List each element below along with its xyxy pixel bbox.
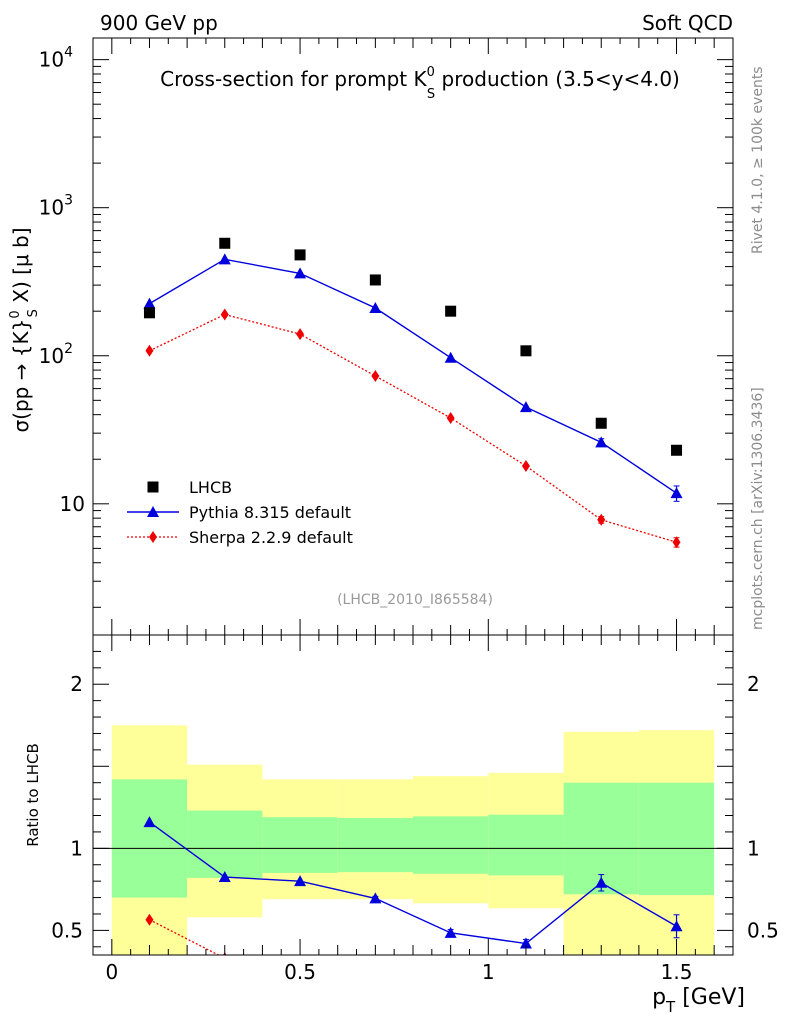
ratio-y-tick-label-right: 2 [747, 672, 760, 696]
y-tick-label-base: 10 [39, 196, 64, 220]
pythia-point [369, 302, 382, 314]
legend: LHCB Pythia 8.315 default Sherpa 2.2.9 def… [127, 478, 353, 547]
legend-marker-pythia [147, 506, 159, 517]
pythia-ratio-point [369, 892, 382, 904]
pythia-point [218, 253, 231, 265]
pythia-point [444, 351, 457, 363]
lhcb-data-point [595, 417, 607, 429]
x-axis-label-main: p [652, 985, 666, 1010]
legend-label: Pythia 8.315 default [189, 503, 351, 522]
y-axis-label-sub: S [26, 309, 41, 317]
legend-label: LHCB [189, 478, 232, 497]
ratio-y-tick-label-right: 0.5 [747, 918, 779, 942]
header-right-label: Soft QCD [642, 11, 733, 35]
sherpa-point [597, 513, 606, 526]
pythia-ratio-point [294, 875, 307, 887]
y-axis-label-pre: σ(pp → {K} [9, 319, 33, 433]
ratio-band-green [488, 814, 564, 876]
ratio-band-green [262, 817, 338, 873]
y-axis-label-post: X) [μ b] [9, 227, 33, 309]
legend-label: Sherpa 2.2.9 default [189, 528, 353, 547]
y-tick-label: 10 [60, 492, 85, 516]
pythia-ratio-point [595, 876, 608, 888]
sherpa-line [149, 313, 677, 543]
ratio-series-group [143, 816, 683, 955]
pythia-ratio-point [143, 816, 156, 828]
pythia-point [294, 267, 307, 279]
y-axis-label: σ(pp → {K}0 S X) [μ b] [8, 227, 41, 432]
ratio-band-green [638, 782, 715, 896]
x-axis-label-sub: T [665, 998, 676, 1016]
main-panel [143, 237, 683, 549]
pythia-ratio-line [149, 821, 677, 945]
y-tick-label: 104 [39, 45, 73, 72]
lhcb-data-point [369, 274, 381, 286]
y-tick-label-exp: 3 [64, 193, 73, 209]
ratio-panel [143, 816, 683, 955]
lhcb-data-point [294, 249, 306, 261]
chart-title-sub: S [427, 87, 435, 102]
chart-title-sup: 0 [427, 65, 435, 80]
sherpa-point [145, 344, 154, 357]
pythia-point [519, 401, 532, 413]
pythia-ratio-point [218, 871, 231, 883]
x-axis-label: pT [GeV] [652, 985, 745, 1016]
ratio-band-green [187, 810, 263, 878]
lhcb-data-point [520, 345, 532, 357]
pythia-point [143, 297, 156, 309]
chart-title: Cross-section for prompt K0 S production … [160, 65, 680, 102]
ratio-band-green [111, 779, 188, 898]
ratio-y-tick-label-left: 2 [70, 672, 83, 696]
y-tick-label: 103 [39, 193, 73, 220]
lhcb-data-point [671, 444, 683, 456]
y-tick-label-exp: 2 [64, 341, 73, 357]
sherpa-point [521, 460, 530, 473]
ratio-band-green [337, 817, 413, 873]
sherpa-point [371, 369, 380, 382]
sherpa-point [672, 536, 681, 549]
legend-marker-lhcb [147, 481, 159, 493]
sherpa-point [220, 308, 229, 321]
lhcb-data-point [445, 305, 457, 317]
y-tick-label: 102 [39, 341, 73, 368]
ratio-y-tick-label-right: 1 [747, 836, 760, 860]
ratio-y-axis-label: Ratio to LHCB [24, 743, 42, 847]
chart-title-rest: production (3.5<y<4.0) [435, 67, 680, 91]
mcplots-label: mcplots.cern.ch [arXiv:1306.3436] [750, 387, 766, 630]
header-left-label: 900 GeV pp [100, 11, 218, 35]
ratio-band-green [413, 816, 489, 874]
ratio-y-tick-label-left: 1 [70, 836, 83, 860]
pythia-ratio-point [444, 926, 457, 938]
pythia-ratio-point [670, 920, 683, 932]
pythia-point [670, 487, 683, 499]
rivet-version-label: Rivet 4.1.0, ≥ 100k events [750, 66, 766, 254]
y-tick-label-base: 10 [39, 344, 64, 368]
pythia-point [595, 436, 608, 448]
chart-title-main: Cross-section for prompt K [160, 67, 427, 91]
ratio-y-tick-label-left: 0.5 [51, 918, 83, 942]
x-tick-label: 1 [482, 960, 495, 984]
x-tick-label: 1.5 [661, 960, 693, 984]
lhcb-data-point [143, 307, 155, 319]
y-tick-label-base: 10 [39, 48, 64, 72]
x-tick-label: 0 [105, 960, 118, 984]
legend-marker-sherpa [149, 531, 157, 543]
pythia-ratio-point [519, 937, 532, 949]
y-axis-label-sup: 0 [8, 310, 23, 318]
sherpa-ratio-point [145, 913, 154, 926]
x-axis-label-rest: [GeV] [675, 985, 745, 1010]
sherpa-point [296, 328, 305, 341]
y-tick-label-exp: 4 [64, 45, 73, 61]
pythia-line [149, 258, 677, 494]
lhcb-data-point [219, 237, 231, 249]
ratio-uncertainty-bands [93, 725, 733, 955]
x-tick-label: 0.5 [284, 960, 316, 984]
reference-label: (LHCB_2010_I865584) [337, 592, 493, 608]
sherpa-point [446, 411, 455, 424]
